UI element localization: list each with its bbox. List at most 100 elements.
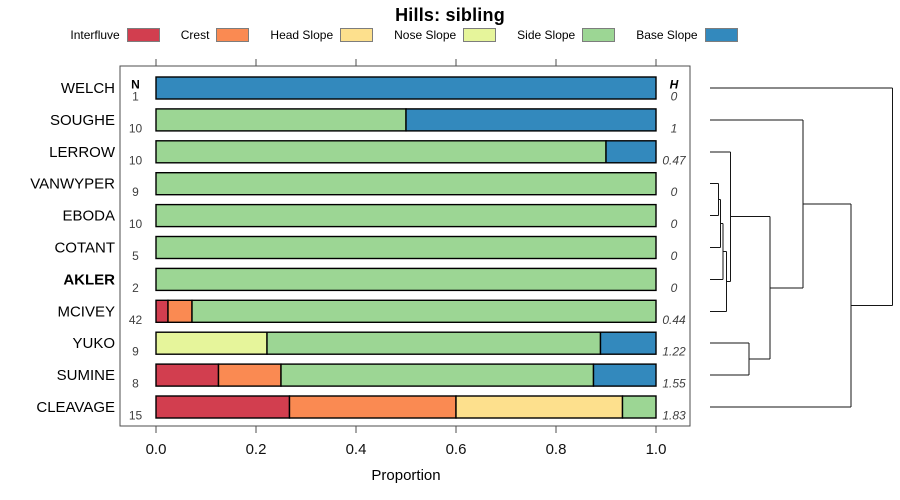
h-value: 0 bbox=[671, 90, 678, 104]
n-value: 8 bbox=[132, 377, 139, 391]
bar-segment bbox=[155, 108, 407, 132]
bar-segment bbox=[155, 76, 657, 100]
bar-segment bbox=[280, 363, 595, 387]
n-value: 5 bbox=[132, 249, 139, 263]
h-value: 1 bbox=[671, 121, 678, 135]
bar-row: EBODA 10 0 bbox=[62, 203, 678, 231]
x-axis-title: Proportion bbox=[371, 467, 440, 484]
legend: Interfluve Crest Head Slope Nose Slope Side … bbox=[0, 26, 808, 44]
n-value: 9 bbox=[132, 345, 139, 359]
bar-segment bbox=[155, 299, 169, 323]
legend-item: Base Slope bbox=[636, 28, 738, 42]
row-label: LERROW bbox=[49, 144, 116, 161]
bar-segment bbox=[455, 395, 624, 419]
bar-row: SUMINE 8 1.55 bbox=[57, 363, 686, 391]
legend-label: Nose Slope bbox=[394, 28, 457, 42]
bar-segment bbox=[217, 363, 282, 387]
bar-segment bbox=[599, 331, 657, 355]
bar-segment bbox=[605, 140, 657, 164]
n-value: 10 bbox=[129, 153, 143, 167]
bar-row: AKLER 2 0 bbox=[63, 267, 678, 295]
h-value: 0.47 bbox=[662, 153, 687, 167]
bar-row: VANWYPER 9 0 bbox=[30, 171, 678, 199]
legend-item: Side Slope bbox=[517, 28, 616, 42]
x-tick-label: 0.4 bbox=[346, 441, 367, 458]
bar-segment bbox=[155, 235, 657, 260]
x-tick-label: 1.0 bbox=[646, 441, 667, 458]
h-value: 0.44 bbox=[662, 313, 686, 327]
legend-label: Head Slope bbox=[270, 28, 334, 42]
bar-row: LERROW 10 0.47 bbox=[49, 140, 687, 167]
h-value: 1.83 bbox=[662, 409, 686, 423]
h-column-header: H bbox=[670, 78, 679, 92]
bar-row: WELCH 1 0 bbox=[61, 76, 678, 104]
bar-segment bbox=[621, 395, 657, 419]
legend-label: Side Slope bbox=[517, 28, 576, 42]
x-tick-label: 0.2 bbox=[246, 441, 267, 458]
legend-item: Head Slope bbox=[270, 28, 374, 42]
row-label: MCIVEY bbox=[57, 303, 115, 320]
legend-item: Crest bbox=[181, 28, 250, 42]
bar-segment bbox=[155, 140, 607, 164]
h-value: 0 bbox=[671, 249, 678, 263]
bar-row: SOUGHE 10 1 bbox=[50, 108, 678, 135]
bar-segment bbox=[266, 331, 602, 355]
row-label: EBODA bbox=[62, 208, 115, 225]
x-tick-label: 0.8 bbox=[546, 441, 567, 458]
bar-row: CLEAVAGE 15 1.83 bbox=[36, 395, 686, 423]
row-label: AKLER bbox=[63, 271, 115, 288]
n-value: 2 bbox=[132, 281, 139, 295]
n-column-header: N bbox=[131, 78, 140, 92]
legend-item: Nose Slope bbox=[394, 28, 497, 42]
bar-segment bbox=[288, 395, 457, 419]
x-tick-label: 0.0 bbox=[146, 441, 167, 458]
plot-box bbox=[119, 65, 691, 427]
bar-segment bbox=[155, 171, 657, 196]
bar-row: YUKO 9 1.22 bbox=[72, 331, 686, 359]
legend-label: Interfluve bbox=[70, 28, 120, 42]
n-value: 42 bbox=[129, 313, 143, 327]
row-label: CLEAVAGE bbox=[36, 399, 115, 416]
legend-label: Base Slope bbox=[636, 28, 698, 42]
legend-swatch bbox=[582, 28, 616, 42]
h-value: 0 bbox=[671, 185, 678, 199]
n-value: 15 bbox=[129, 409, 143, 423]
row-label: SOUGHE bbox=[50, 112, 115, 129]
bar-row: MCIVEY 42 0.44 bbox=[57, 299, 686, 327]
legend-swatch bbox=[704, 28, 738, 42]
x-tick-label: 0.6 bbox=[446, 441, 467, 458]
n-value: 10 bbox=[129, 217, 143, 231]
bar-segment bbox=[405, 108, 657, 132]
row-label: COTANT bbox=[54, 240, 115, 257]
row-label: SUMINE bbox=[57, 367, 115, 384]
bar-segment bbox=[155, 203, 657, 228]
bar-segment bbox=[167, 299, 193, 323]
bar-segment bbox=[155, 363, 220, 387]
bar-segment bbox=[191, 299, 657, 323]
dendrogram bbox=[710, 87, 893, 408]
n-value: 9 bbox=[132, 185, 139, 199]
legend-swatch bbox=[216, 28, 250, 42]
bar-segment bbox=[155, 395, 291, 419]
bar-segment bbox=[155, 331, 268, 355]
n-value: 10 bbox=[129, 121, 143, 135]
chart-title: Hills: sibling bbox=[395, 5, 505, 25]
legend-swatch bbox=[463, 28, 497, 42]
h-value: 1.22 bbox=[662, 345, 686, 359]
legend-swatch bbox=[126, 28, 160, 42]
row-label: WELCH bbox=[61, 80, 115, 97]
legend-swatch bbox=[340, 28, 374, 42]
bar-segment bbox=[155, 267, 657, 292]
n-value: 1 bbox=[132, 90, 139, 104]
row-label: VANWYPER bbox=[30, 176, 115, 193]
row-label: YUKO bbox=[72, 335, 115, 352]
h-value: 0 bbox=[671, 281, 678, 295]
bar-row: COTANT 5 0 bbox=[54, 235, 678, 263]
h-value: 0 bbox=[671, 217, 678, 231]
legend-item: Interfluve bbox=[70, 28, 160, 42]
legend-label: Crest bbox=[180, 28, 210, 42]
bar-segment bbox=[592, 363, 657, 387]
